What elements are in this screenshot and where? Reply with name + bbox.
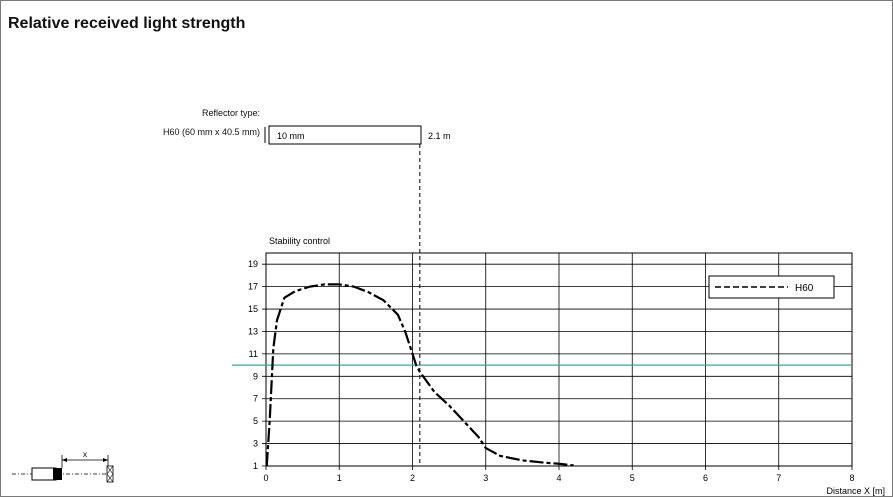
y-tick-label-7: 7 [253, 394, 258, 404]
y-tick-label-15: 15 [248, 304, 258, 314]
grid-layer [262, 252, 853, 470]
x-tick-label-6: 6 [703, 473, 708, 483]
y-tick-label-11: 11 [249, 349, 258, 359]
x-tick-label-5: 5 [630, 473, 635, 483]
figure-title: Relative received light strength [8, 15, 246, 32]
y-tick-label-3: 3 [253, 439, 258, 449]
range-bar [268, 125, 422, 145]
series-layer [232, 144, 852, 467]
x-axis-label: Distance X [m] [826, 486, 885, 496]
legend-label-h60: H60 [795, 283, 814, 294]
y-axis-label: Stability control [269, 236, 330, 246]
sensor-lens-icon [53, 468, 62, 480]
range-start-label: 10 mm [277, 131, 305, 141]
sensor-reflector-icon: x [12, 450, 114, 483]
y-tick-label-13: 13 [248, 326, 258, 336]
reflector-type-label: Reflector type: [201, 108, 260, 118]
y-tick-label-5: 5 [253, 416, 258, 426]
dimension-label: x [83, 450, 87, 459]
dimension-arrow-left-icon [62, 458, 67, 462]
x-tick-label-1: 1 [337, 473, 342, 483]
reflector-icon [106, 465, 114, 483]
reflector-name: H60 (60 mm x 40.5 mm) [162, 127, 260, 137]
x-tick-label-2: 2 [410, 473, 415, 483]
range-end-label: 2.1 m [428, 131, 451, 141]
series-line-h60 [265, 283, 574, 467]
y-tick-label-19: 19 [248, 259, 258, 269]
legend: H60 [708, 275, 835, 299]
y-tick-label-17: 17 [248, 282, 258, 292]
x-tick-label-4: 4 [556, 473, 561, 483]
sensor-body-icon [31, 467, 57, 481]
x-tick-label-3: 3 [483, 473, 488, 483]
y-tick-label-9: 9 [253, 371, 258, 381]
x-tick-label-8: 8 [849, 473, 854, 483]
x-tick-label-0: 0 [263, 473, 268, 483]
x-tick-label-7: 7 [776, 473, 781, 483]
y-tick-label-1: 1 [253, 461, 258, 471]
dimension-arrow-right-icon [103, 458, 108, 462]
